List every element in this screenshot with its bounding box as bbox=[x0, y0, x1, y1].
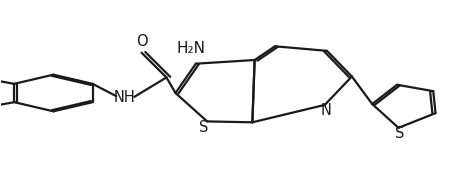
Text: N: N bbox=[321, 103, 332, 118]
Text: S: S bbox=[394, 126, 404, 141]
Text: S: S bbox=[199, 120, 208, 135]
Text: H₂N: H₂N bbox=[177, 41, 206, 56]
Text: O: O bbox=[136, 34, 147, 49]
Text: NH: NH bbox=[113, 90, 135, 105]
